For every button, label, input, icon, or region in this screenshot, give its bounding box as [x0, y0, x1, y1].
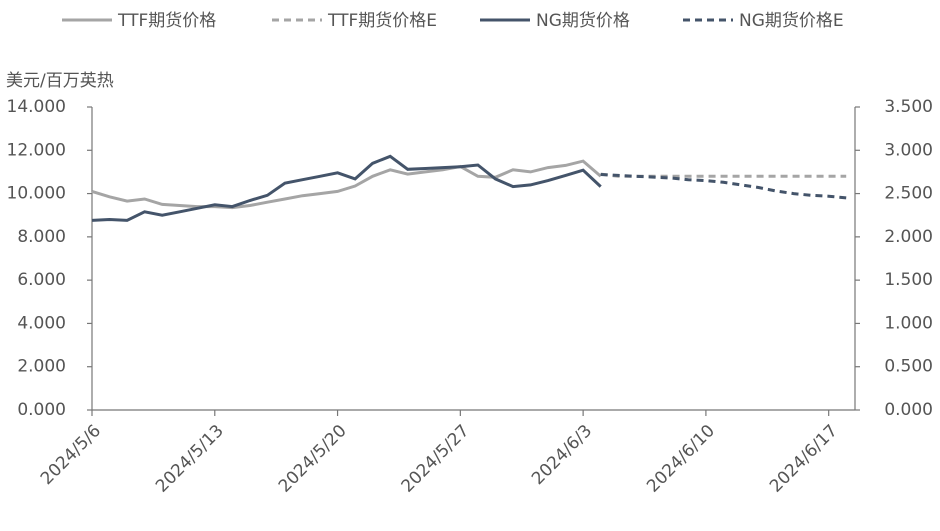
x-tick-label: 2024/5/27 [398, 421, 474, 497]
y-tick-label: 6.000 [17, 270, 66, 290]
x-tick-label: 2024/5/13 [152, 421, 228, 497]
y-tick-label: 14.000 [7, 97, 66, 117]
x-tick-label: 2024/5/20 [275, 421, 351, 497]
series-line [91, 159, 602, 210]
x-tick-label: 2024/6/10 [643, 421, 719, 497]
y-tick-label: 4.000 [17, 313, 66, 333]
x-tick-label: 2024/6/3 [528, 421, 596, 489]
y-tick-label: 2.000 [17, 357, 66, 377]
x-tick-label: 2024/6/17 [766, 421, 842, 497]
legend-label: NG期货价格E [739, 11, 844, 31]
x-tick-label: 2024/5/6 [37, 421, 105, 489]
y-tick-label: 12.000 [7, 140, 66, 160]
series-line [600, 173, 847, 200]
y2-tick-label: 0.500 [884, 357, 933, 377]
y2-tick-label: 1.000 [884, 313, 933, 333]
y2-tick-label: 3.500 [884, 97, 933, 117]
y-tick-label: 0.000 [17, 400, 66, 420]
y2-tick-label: 3.000 [884, 140, 933, 160]
y2-tick-label: 2.000 [884, 227, 933, 247]
y2-tick-label: 0.000 [884, 400, 933, 420]
series-line [91, 154, 602, 222]
y-tick-label: 8.000 [17, 227, 66, 247]
y2-tick-label: 2.500 [884, 184, 933, 204]
y2-tick-label: 1.500 [884, 270, 933, 290]
legend-label: TTF期货价格 [117, 11, 216, 31]
legend-label: TTF期货价格E [327, 11, 437, 31]
y-axis-label: 美元/百万英热 [6, 71, 114, 91]
y-tick-label: 10.000 [7, 184, 66, 204]
legend-label: NG期货价格 [536, 11, 630, 31]
